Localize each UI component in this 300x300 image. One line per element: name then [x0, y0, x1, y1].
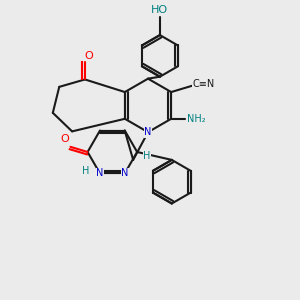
- Text: N: N: [121, 168, 128, 178]
- Text: N: N: [144, 127, 152, 137]
- Text: NH₂: NH₂: [187, 114, 205, 124]
- Text: H: H: [143, 151, 151, 161]
- Text: O: O: [60, 134, 69, 144]
- Text: HO: HO: [151, 5, 169, 15]
- Text: N: N: [96, 168, 104, 178]
- Text: C≡N: C≡N: [193, 79, 215, 89]
- Text: O: O: [85, 51, 93, 61]
- Text: H: H: [82, 167, 90, 176]
